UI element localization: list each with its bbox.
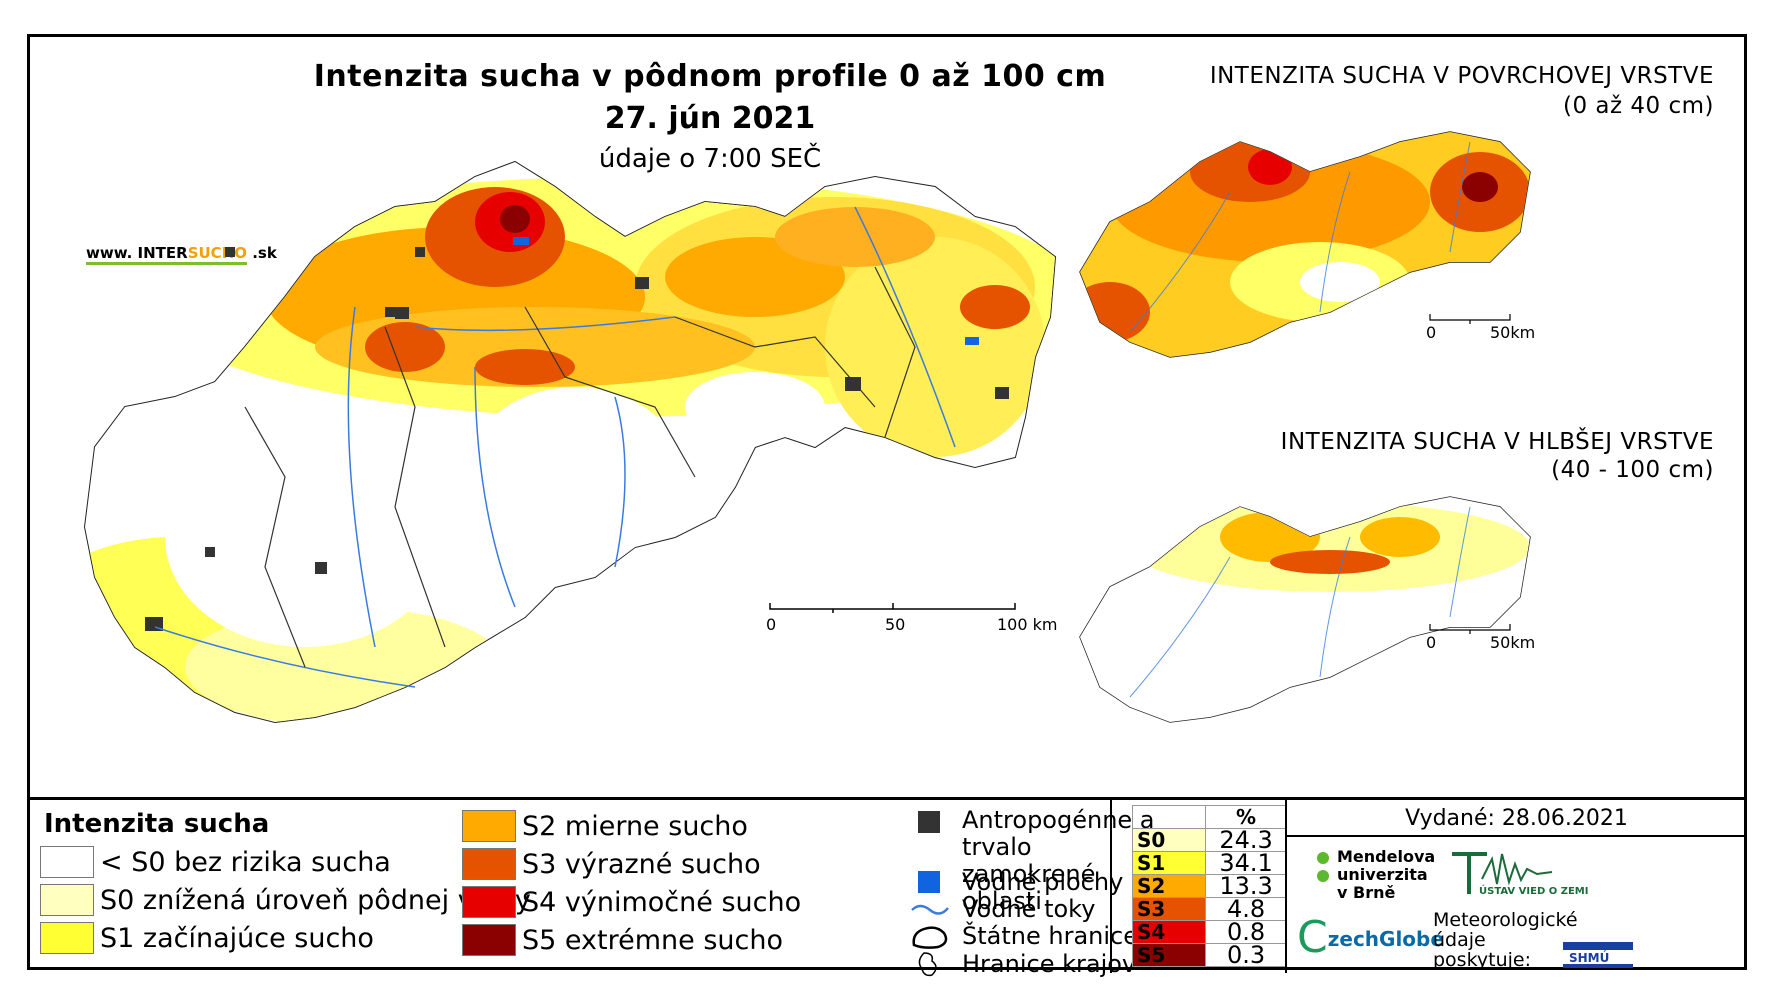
legend-label: S4 výnimočné sucho <box>522 886 802 918</box>
legend-swatch <box>462 810 516 842</box>
legend-item-s3: S3 výrazné sucho <box>462 847 761 881</box>
legend-swatch <box>40 884 94 916</box>
region-border-icon <box>910 951 950 978</box>
surface-layer-map: 0 50km <box>1079 131 1535 358</box>
website-suffix: .sk <box>247 244 277 262</box>
czechglobe-text: zechGlobe <box>1327 927 1444 951</box>
state-border-icon <box>910 923 950 950</box>
scale-label-0: 0 <box>766 615 776 634</box>
percent-table-box: % S0 24.3 S1 34.1 S2 13.3 S3 4.8 S4 0.8 S5 0.3 <box>1110 800 1287 973</box>
map-time-note: údaje o 7:00 SEČ <box>598 144 822 174</box>
inset-surface-depth: (0 až 40 cm) <box>1563 93 1714 119</box>
issued-date: Vydané: 28.06.2021 <box>1287 806 1746 837</box>
legend-item-s0: S0 znížená úroveň pôdnej vlahy <box>40 883 531 917</box>
ustav-logo-icon <box>1452 852 1553 894</box>
table-row: S2 13.3 <box>1131 874 1287 898</box>
row-code: S1 <box>1131 851 1207 875</box>
legend-item-no-risk: < S0 bez rizika sucha <box>40 845 391 879</box>
shmu-logo-icon: SHMÚ <box>1563 942 1633 968</box>
meteo-note: Meteorologické údaje poskytuje: <box>1433 910 1578 970</box>
mendel-line-2: univerzita <box>1337 865 1428 884</box>
deep-scale-0: 0 <box>1426 633 1436 652</box>
scale-label-100: 100 km <box>997 615 1057 634</box>
surface-scale-bar: 0 50km <box>1426 314 1535 342</box>
legend-title: Intenzita sucha <box>44 809 270 839</box>
legend-label: S2 mierne sucho <box>522 810 748 842</box>
scale-label-50: 50 <box>885 615 905 634</box>
row-value: 0.3 <box>1205 943 1287 967</box>
legend-label: S1 začínajúce sucho <box>100 922 374 954</box>
symbol-urban: Antropogénne a trvalo zamokrené oblasti <box>910 807 1160 915</box>
main-drought-map: 0 50 100 km <box>83 160 1057 724</box>
legend-swatch <box>40 846 94 878</box>
ustav-label: ÚSTAV VIED O ZEMI <box>1479 886 1589 897</box>
symbol-label: Antropogénne a trvalo zamokrené oblasti <box>962 806 1155 915</box>
symbol-label: Vodné toky <box>962 895 1096 923</box>
legend-label: S5 extrémne sucho <box>522 924 783 956</box>
drought-intensity-fill <box>85 162 1055 722</box>
table-row: S5 0.3 <box>1131 943 1287 967</box>
deep-layer-map: 0 50km <box>1079 496 1535 723</box>
map-date: 27. jún 2021 <box>604 101 816 136</box>
legend-swatch <box>462 848 516 880</box>
water-bodies <box>513 237 979 345</box>
meteo-line-2: údaje <box>1433 929 1486 951</box>
percent-header: % <box>1205 805 1287 829</box>
legend-swatch <box>462 886 516 918</box>
map-area: Intenzita sucha v pôdnom profile 0 až 10… <box>30 37 1744 797</box>
deep-scale-50: 50km <box>1490 633 1535 652</box>
symbol-label: Hranice krajov <box>962 950 1137 978</box>
row-code: S4 <box>1131 920 1207 944</box>
meteo-line-1: Meteorologické <box>1433 909 1578 931</box>
row-code: S0 <box>1131 828 1207 852</box>
meteo-line-3: poskytuje: <box>1433 949 1532 971</box>
row-code: S3 <box>1131 897 1207 921</box>
surface-scale-50: 50km <box>1490 323 1535 342</box>
mendel-logo: Mendelova univerzita v Brně <box>1317 848 1435 902</box>
symbol-water-bodies: Vodné plochy <box>910 869 1123 896</box>
legend-label: S0 znížená úroveň pôdnej vlahy <box>100 884 531 916</box>
legend-label: S3 výrazné sucho <box>522 848 761 880</box>
inset-deep-title: INTENZITA SUCHA V HLBŠEJ VRSTVE <box>1280 429 1714 455</box>
symbol-rivers: Vodné toky <box>910 896 1095 923</box>
row-value: 13.3 <box>1205 874 1287 898</box>
website-prefix: www. INTER <box>86 244 188 262</box>
website-logo: www. INTERSUCHO .sk <box>86 244 277 265</box>
legend-swatch <box>40 922 94 954</box>
map-sheet: Intenzita sucha v pôdnom profile 0 až 10… <box>27 34 1747 978</box>
region-borders <box>244 266 916 668</box>
inset-surface-title: INTENZITA SUCHA V POVRCHOVEJ VRSTVE <box>1209 63 1714 89</box>
main-scale-bar: 0 50 100 km <box>766 603 1057 634</box>
legend-item-s5: S5 extrémne sucho <box>462 923 783 957</box>
shmu-text: SHMÚ <box>1569 950 1609 965</box>
river-line-icon <box>910 896 950 923</box>
legend-item-s4: S4 výnimočné sucho <box>462 885 801 919</box>
legend-swatch <box>462 924 516 956</box>
surface-scale-0: 0 <box>1426 323 1436 342</box>
mendel-line-3: v Brně <box>1337 883 1396 902</box>
legend-item-s2: S2 mierne sucho <box>462 809 748 843</box>
deep-scale-bar: 0 50km <box>1426 624 1535 652</box>
symbol-label: Štátne hranice <box>962 922 1138 950</box>
czechglobe-logo: CzechGlobe <box>1297 912 1444 963</box>
row-code: S2 <box>1131 874 1207 898</box>
legend-divider <box>30 797 1744 800</box>
percent-table: % S0 24.3 S1 34.1 S2 13.3 S3 4.8 S4 0.8 S5 0.3 <box>1131 805 1287 967</box>
map-title: Intenzita sucha v pôdnom profile 0 až 10… <box>313 59 1107 94</box>
dark-square-icon <box>910 807 950 834</box>
symbol-label: Vodné plochy <box>962 868 1124 896</box>
table-row: S0 24.3 <box>1131 828 1287 852</box>
mendel-line-1: Mendelova <box>1337 847 1436 866</box>
inset-deep-depth: (40 - 100 cm) <box>1551 457 1714 483</box>
row-code: S5 <box>1131 943 1207 967</box>
rivers <box>154 206 956 688</box>
blue-square-icon <box>910 869 950 896</box>
legend-label: < S0 bez rizika sucha <box>100 846 391 878</box>
symbol-state-border: Štátne hranice <box>910 923 1138 950</box>
table-row: S4 0.8 <box>1131 920 1287 944</box>
issued-box: Vydané: 28.06.2021 Mendelova univerzita … <box>1285 800 1746 973</box>
symbol-region-border: Hranice krajov <box>910 951 1136 978</box>
legend-item-s1: S1 začínajúce sucho <box>40 921 374 955</box>
